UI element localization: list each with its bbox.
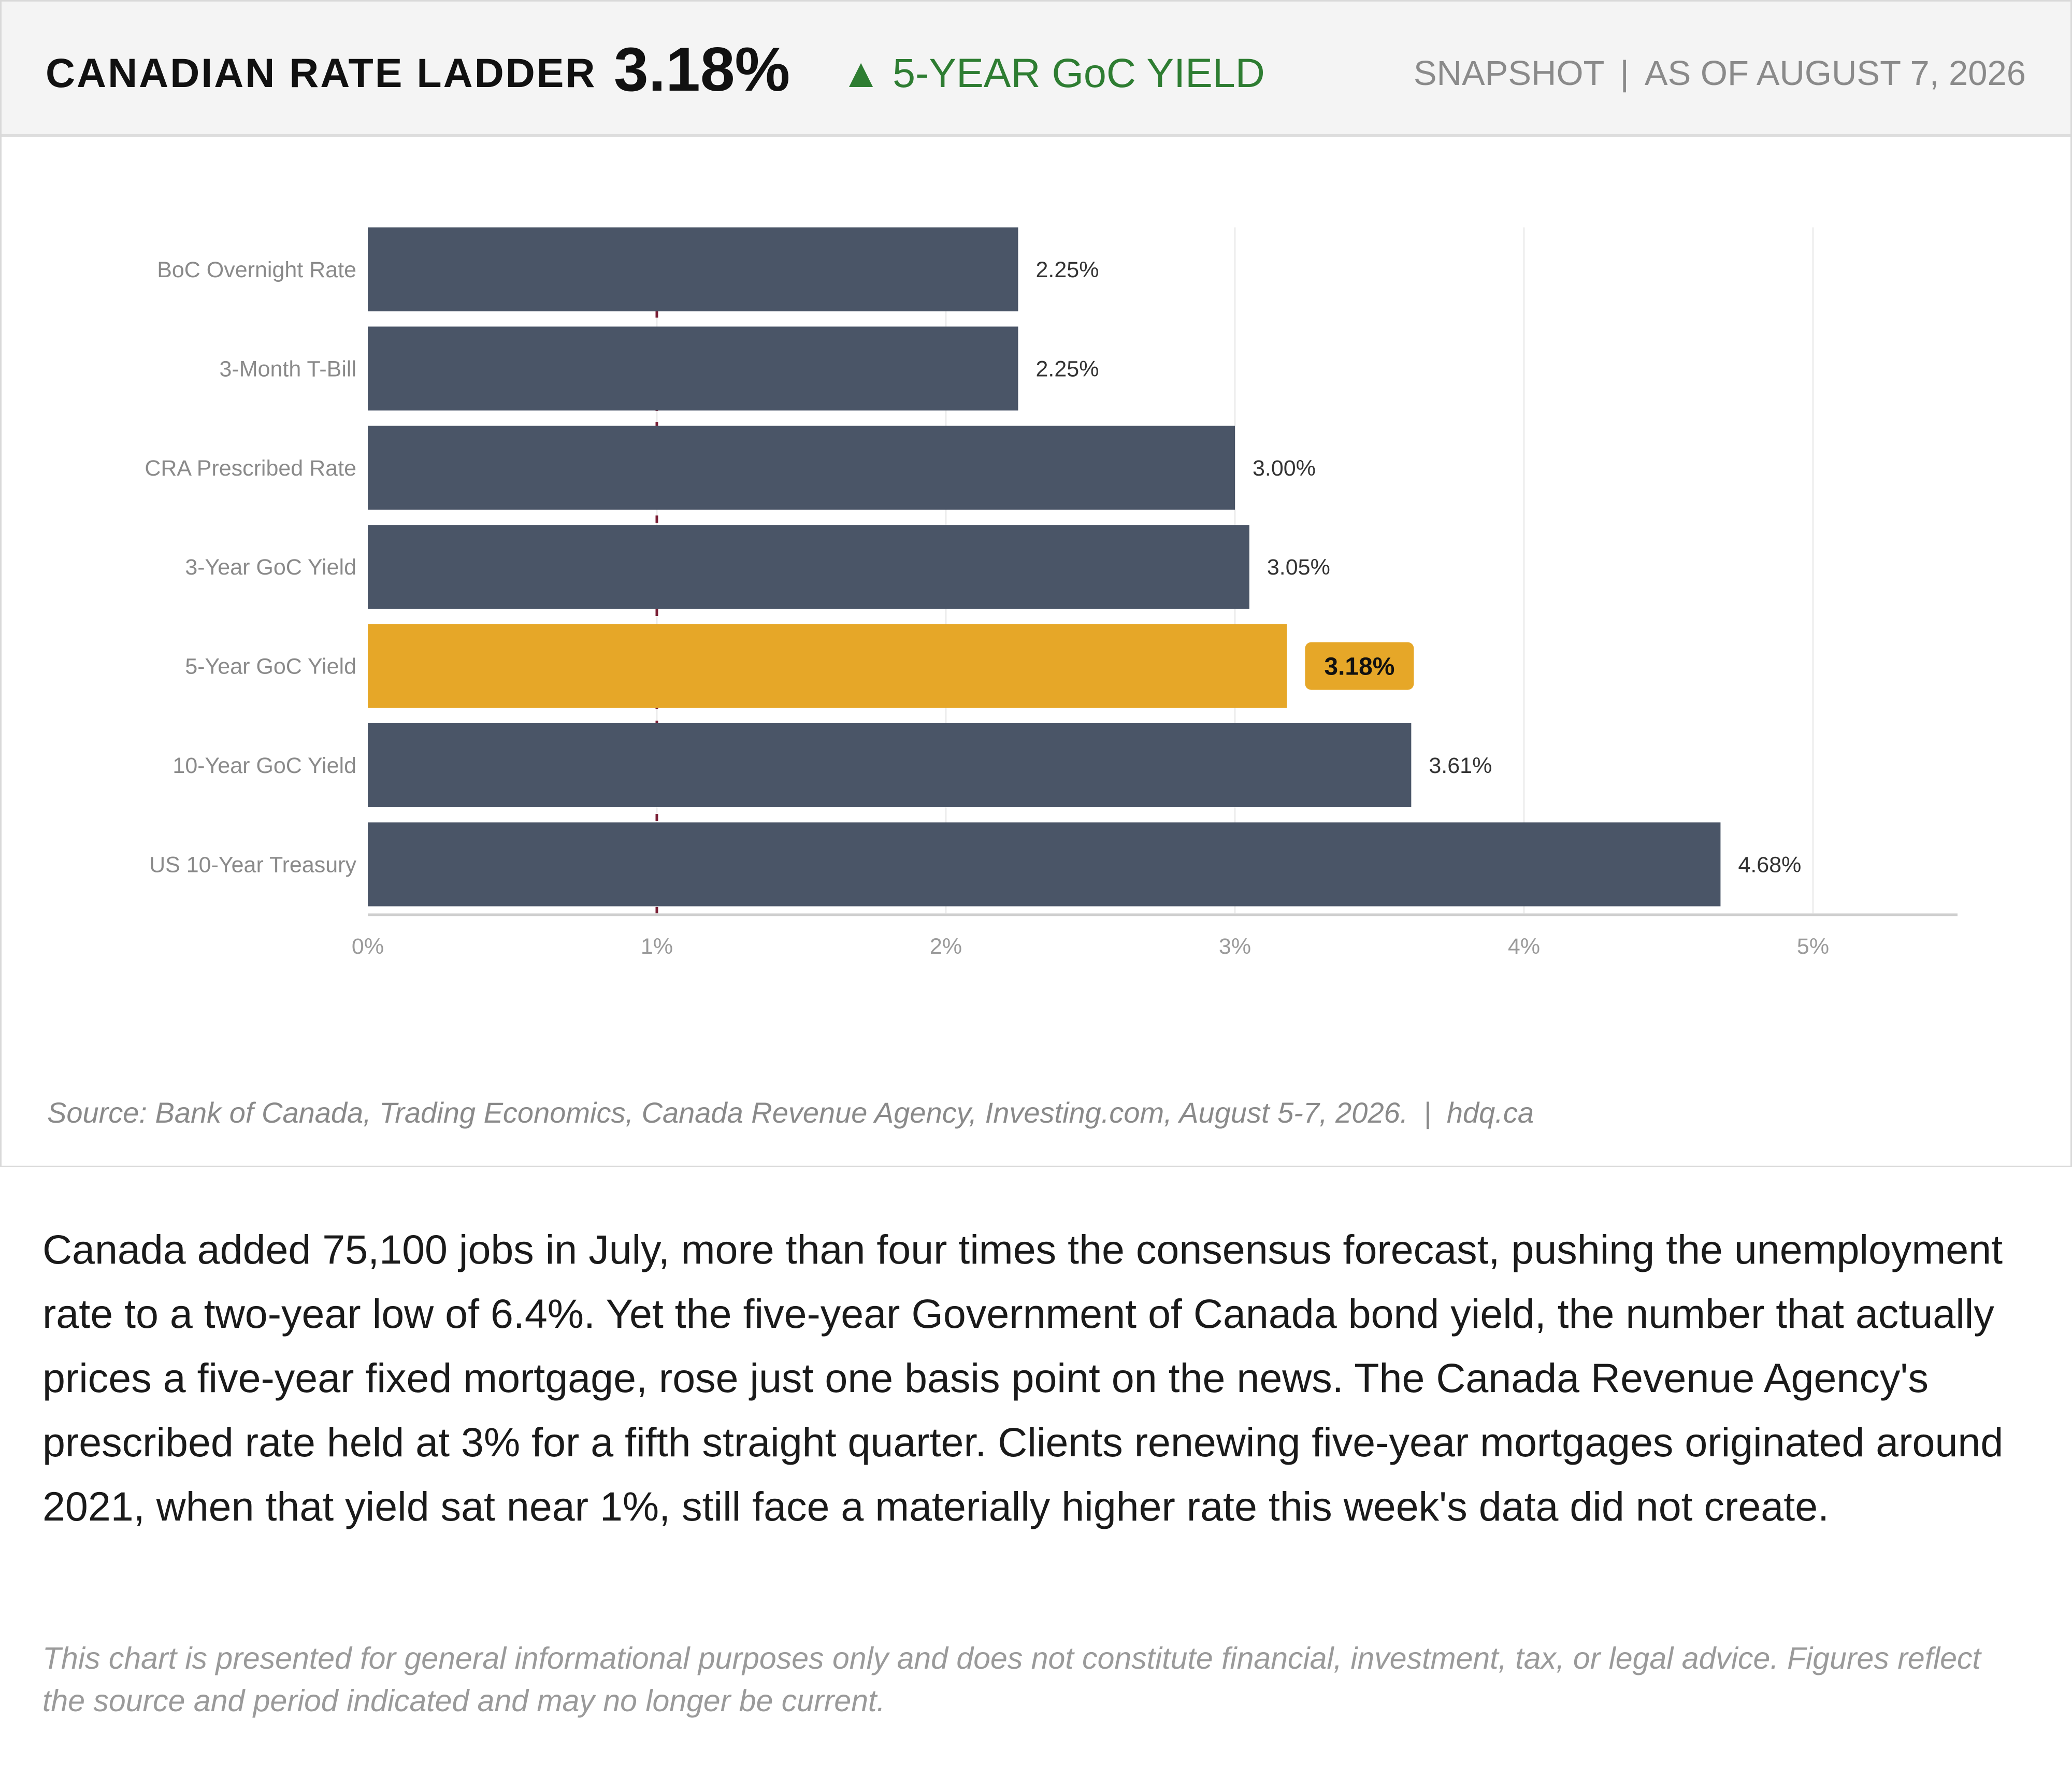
value-badge — [1305, 642, 1414, 690]
source-note: Source: Bank of Canada, Trading Economic… — [47, 1096, 1534, 1129]
headline-value: 3.18% — [614, 35, 790, 104]
bar — [368, 822, 1721, 907]
bar-highlighted — [368, 624, 1287, 708]
value-label: 2.25% — [1036, 257, 1099, 282]
card-header: CANADIAN RATE LADDER 3.18% ▲ 5-YEAR GoC … — [2, 2, 2070, 137]
disclaimer-text: This chart is presented for general info… — [42, 1641, 1981, 1718]
bar — [368, 227, 1018, 311]
change-label: 5-YEAR GoC YIELD — [893, 50, 1265, 96]
bar — [368, 723, 1412, 807]
value-label-highlighted: 3.18% — [1324, 653, 1394, 681]
category-label: 3-Year GoC Yield — [185, 555, 356, 580]
header-separator: | — [1620, 54, 1629, 93]
category-label: 5-Year GoC Yield — [185, 654, 356, 679]
value-label: 4.68% — [1738, 852, 1801, 877]
source-site: hdq.ca — [1446, 1096, 1534, 1129]
category-label: 3-Month T-Bill — [220, 356, 356, 381]
x-tick-label: 0% — [352, 934, 384, 959]
x-tick-label: 2% — [930, 934, 962, 959]
snapshot-label: SNAPSHOT — [1413, 54, 1605, 93]
value-label: 3.05% — [1267, 555, 1330, 580]
commentary-paragraph: Canada added 75,100 jobs in July, more t… — [42, 1226, 2004, 1529]
value-label: 3.61% — [1429, 753, 1492, 778]
x-tick-label: 3% — [1219, 934, 1251, 959]
bar-chart: BoC Overnight Rate 2.25% 3-Month T-Bill 2.2… — [145, 227, 1958, 959]
source-separator: | — [1423, 1096, 1431, 1129]
category-label: US 10-Year Treasury — [149, 852, 356, 877]
bar — [368, 525, 1249, 609]
change-indicator: ▲ 5-YEAR GoC YIELD — [841, 49, 1265, 97]
x-tick-label: 4% — [1508, 934, 1540, 959]
category-label: CRA Prescribed Rate — [145, 456, 356, 481]
category-label: BoC Overnight Rate — [157, 257, 356, 282]
as-of-date: AS OF AUGUST 7, 2026 — [1644, 54, 2026, 93]
category-label: 10-Year GoC Yield — [172, 753, 356, 778]
value-label: 3.00% — [1253, 456, 1316, 481]
chart-card: CANADIAN RATE LADDER 3.18% ▲ 5-YEAR GoC … — [0, 0, 2072, 1167]
x-tick-label: 5% — [1797, 934, 1829, 959]
x-tick-label: 1% — [641, 934, 673, 959]
snapshot-date: SNAPSHOT | AS OF AUGUST 7, 2026 — [1414, 53, 2026, 93]
source-text: Source: Bank of Canada, Trading Economic… — [47, 1096, 1408, 1129]
up-arrow-icon: ▲ — [841, 50, 882, 96]
bar — [368, 425, 1235, 510]
value-label: 2.25% — [1036, 356, 1099, 381]
chart-title: CANADIAN RATE LADDER — [46, 50, 597, 96]
bar — [368, 326, 1018, 411]
